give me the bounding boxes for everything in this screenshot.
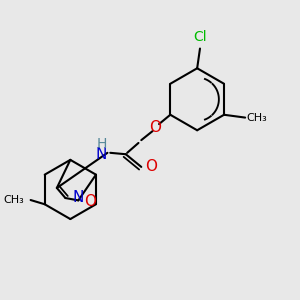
Text: N: N	[96, 147, 107, 162]
Text: N: N	[72, 190, 84, 205]
Text: O: O	[85, 194, 97, 209]
Text: O: O	[145, 159, 157, 174]
Text: CH₃: CH₃	[4, 195, 24, 205]
Text: O: O	[149, 120, 161, 135]
Text: Cl: Cl	[193, 30, 207, 44]
Text: CH₃: CH₃	[247, 112, 267, 123]
Text: H: H	[97, 137, 107, 152]
